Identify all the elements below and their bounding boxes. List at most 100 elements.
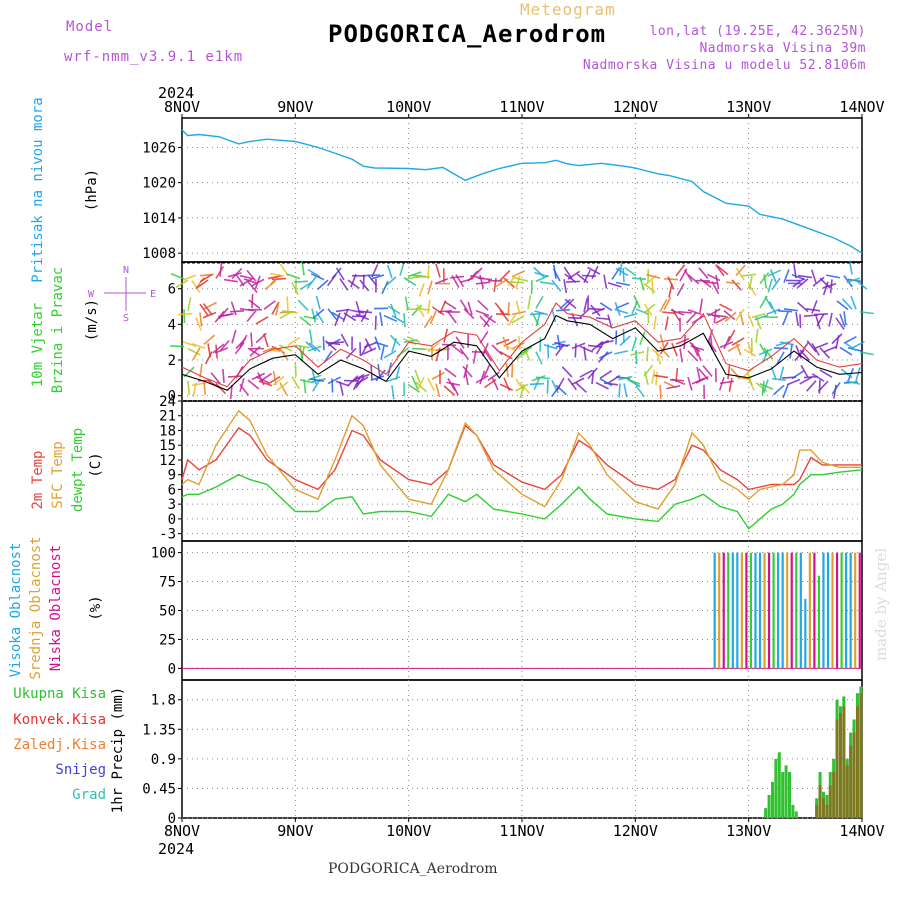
wind-arrow bbox=[703, 281, 718, 285]
wind-arrow bbox=[666, 385, 681, 390]
wind-arrow bbox=[459, 347, 470, 360]
wind-arrow bbox=[829, 279, 833, 294]
wind-arrow bbox=[515, 383, 529, 392]
wind-ytick-label: 4 bbox=[168, 317, 176, 333]
temperature-ytick-label: 15 bbox=[159, 438, 176, 454]
wind-arrow bbox=[647, 309, 650, 324]
wind-arrow bbox=[771, 277, 781, 291]
wind-arrow bbox=[850, 295, 857, 310]
precip-conv-bar bbox=[845, 765, 849, 818]
wind-arrow bbox=[695, 347, 702, 362]
wind-arrow bbox=[805, 308, 821, 312]
wind-arrow bbox=[396, 347, 409, 358]
wind-arrow bbox=[591, 370, 595, 385]
wind-arrow bbox=[359, 279, 370, 292]
wind-arrow bbox=[590, 304, 601, 317]
wind-arrow bbox=[731, 337, 745, 346]
wind-arrow bbox=[763, 274, 768, 289]
wind-arrow bbox=[269, 273, 281, 286]
wind-arrow bbox=[231, 329, 237, 344]
wind-arrow bbox=[676, 283, 685, 297]
wind-arrow bbox=[516, 350, 529, 360]
precip-conv-bar bbox=[818, 785, 822, 818]
wind-arrow bbox=[595, 341, 605, 355]
wind-arrow bbox=[651, 369, 656, 384]
wind-arrow bbox=[699, 278, 712, 289]
wind-arrow bbox=[316, 279, 329, 290]
wind-arrow bbox=[514, 277, 529, 282]
precip-conv-bar bbox=[855, 706, 859, 818]
wind-arrow bbox=[264, 279, 277, 291]
cloud-ytick-label: 25 bbox=[159, 632, 176, 648]
wind-arrow bbox=[799, 314, 802, 329]
time-tick-top: 10NOV bbox=[386, 98, 431, 116]
wind-arrow bbox=[519, 346, 533, 356]
wind-arrow bbox=[659, 346, 670, 358]
wind-arrow bbox=[355, 313, 370, 321]
wind-arrow bbox=[399, 262, 405, 276]
wind-arrow bbox=[374, 315, 377, 330]
wind-arrow bbox=[479, 370, 486, 385]
wind-arrow bbox=[716, 265, 729, 276]
wind-ytick-label: 0 bbox=[168, 389, 176, 405]
wind-arrow bbox=[322, 336, 325, 351]
wind-arrow bbox=[619, 335, 631, 347]
wind-arrow bbox=[462, 365, 473, 378]
wind-arrow bbox=[706, 312, 721, 319]
wind-arrow bbox=[491, 344, 503, 356]
wind-arrow bbox=[511, 342, 525, 350]
wind-arrow bbox=[595, 381, 609, 390]
wind-arrow bbox=[297, 299, 309, 311]
wind-arrow bbox=[574, 343, 577, 358]
wind-arrow bbox=[248, 299, 261, 309]
wind-arrow bbox=[230, 301, 237, 316]
wind-arrow bbox=[535, 376, 550, 380]
wind-arrow bbox=[746, 371, 753, 386]
precip-conv-bar bbox=[852, 732, 856, 818]
wind-arrow bbox=[698, 368, 709, 381]
wind-arrow bbox=[828, 312, 833, 327]
wind-arrow bbox=[519, 382, 530, 394]
wind-arrow bbox=[551, 279, 562, 292]
wind-arrow bbox=[633, 295, 641, 309]
wind-axis-label-2: Brzina i Pravac bbox=[50, 267, 66, 393]
wind-arrow bbox=[614, 350, 629, 355]
wind-arrow bbox=[599, 370, 613, 380]
wind-arrow bbox=[811, 342, 820, 356]
wind-arrow bbox=[202, 311, 217, 319]
wind-arrow bbox=[307, 345, 322, 352]
wind-arrow bbox=[653, 374, 669, 379]
wind-arrow bbox=[299, 316, 312, 327]
time-tick-top: 9NOV bbox=[277, 98, 313, 116]
wind-arrow bbox=[463, 364, 469, 379]
wind-arrow bbox=[223, 278, 238, 283]
wind-arrow bbox=[643, 303, 656, 314]
wind-arrow bbox=[653, 315, 657, 330]
wind-arrow bbox=[675, 337, 690, 345]
wind-arrow bbox=[231, 267, 243, 280]
wind-arrow bbox=[169, 345, 185, 348]
wind-arrow bbox=[565, 280, 581, 283]
wind-arrow bbox=[331, 378, 334, 393]
wind-arrow bbox=[859, 351, 874, 356]
wind-arrow bbox=[776, 351, 785, 365]
wind-arrow bbox=[329, 341, 345, 344]
wind-arrow bbox=[826, 274, 841, 279]
pressure-frame bbox=[181, 117, 863, 263]
wind-arrow bbox=[727, 365, 731, 380]
wind-arrow bbox=[659, 341, 669, 355]
wind-arrow bbox=[212, 343, 225, 354]
wind-arrow bbox=[639, 276, 645, 291]
precip-ytick-label: 1.35 bbox=[142, 722, 176, 738]
wind-arrow bbox=[618, 383, 621, 398]
wind-arrow bbox=[435, 347, 441, 362]
wind-arrow bbox=[589, 307, 605, 311]
wind-arrow bbox=[771, 377, 786, 382]
wind-arrow bbox=[715, 275, 720, 290]
wind-arrow bbox=[370, 365, 373, 380]
wind-arrow bbox=[187, 380, 191, 395]
wind-arrow bbox=[391, 385, 395, 400]
compass-e: E bbox=[150, 289, 156, 300]
wind-arrow bbox=[251, 278, 265, 287]
wind-arrow bbox=[575, 382, 587, 393]
